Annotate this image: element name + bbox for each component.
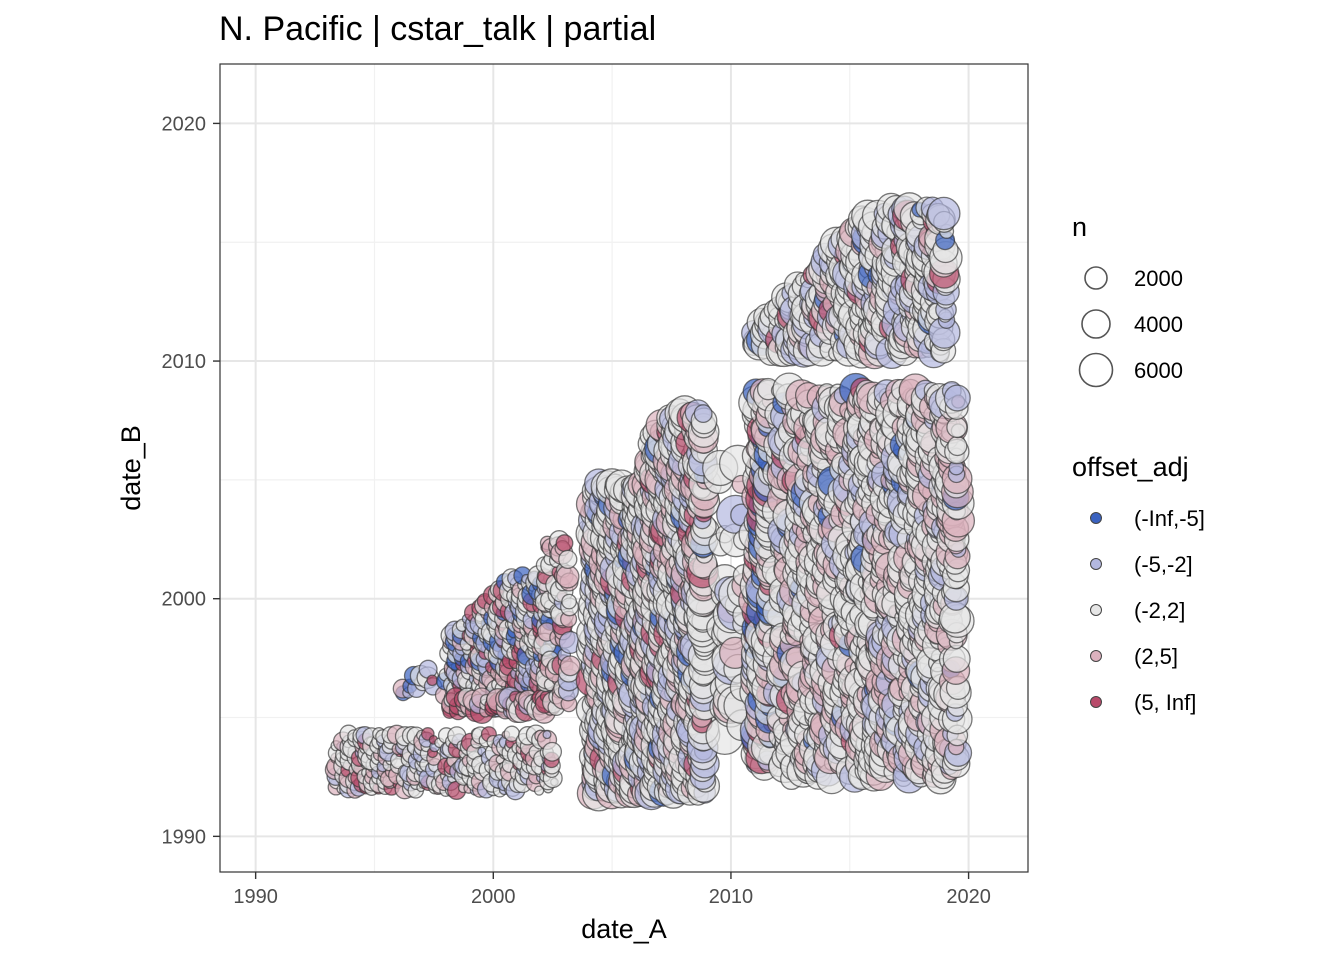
color-legend-label: (-5,-2] (1134, 552, 1193, 577)
color-legend-key (1090, 512, 1102, 524)
size-legend-entry: 2000 (1084, 266, 1183, 291)
color-legend-entry: (-2,2] (1090, 598, 1185, 623)
size-legend: n 2000 4000 6000 (1072, 212, 1183, 388)
y-tick-label: 2000 (162, 589, 207, 611)
major-grid (220, 64, 1028, 872)
size-legend-title: n (1072, 212, 1087, 242)
color-legend-label: (5, Inf] (1134, 690, 1196, 715)
plot-area (219, 63, 1029, 873)
data-point (561, 593, 577, 610)
size-legend-label: 6000 (1134, 358, 1183, 383)
color-legend-entry: (2,5] (1090, 644, 1178, 669)
data-points (324, 192, 976, 812)
y-axis-title: date_B (116, 425, 146, 511)
y-axis: 1990 2000 2010 2020 (162, 113, 220, 848)
data-point (693, 404, 713, 424)
data-point (542, 730, 552, 740)
color-legend: offset_adj (-Inf,-5] (-5,-2] (-2,2] (2,5… (1072, 452, 1205, 715)
color-legend-key (1090, 604, 1102, 616)
data-point (927, 196, 961, 231)
data-point (426, 674, 439, 687)
y-tick-label: 1990 (162, 826, 207, 848)
size-legend-entry: 4000 (1081, 309, 1183, 339)
color-legend-entry: (-Inf,-5] (1090, 506, 1205, 531)
size-legend-key (1081, 309, 1111, 339)
size-legend-key (1084, 266, 1108, 290)
size-legend-key (1078, 352, 1114, 388)
color-legend-key (1090, 650, 1102, 662)
color-legend-label: (-Inf,-5] (1134, 506, 1205, 531)
color-legend-key (1090, 696, 1102, 708)
data-point (542, 741, 563, 762)
size-legend-label: 4000 (1134, 312, 1183, 337)
x-axis: 1990 2000 2010 2020 (233, 872, 991, 908)
size-legend-entry: 6000 (1078, 352, 1183, 388)
color-legend-entry: (-5,-2] (1090, 552, 1193, 577)
data-point (946, 416, 968, 439)
color-legend-label: (2,5] (1134, 644, 1178, 669)
x-tick-label: 2010 (709, 886, 754, 908)
x-tick-label: 2000 (471, 886, 516, 908)
x-axis-title: date_A (581, 914, 667, 944)
data-point (558, 549, 578, 570)
data-point (943, 384, 971, 412)
chart-title: N. Pacific | cstar_talk | partial (219, 10, 656, 48)
x-tick-label: 2020 (946, 886, 991, 908)
data-point (947, 435, 968, 457)
y-tick-label: 2010 (162, 351, 207, 373)
color-legend-entry: (5, Inf] (1090, 690, 1196, 715)
data-point (555, 534, 574, 553)
y-tick-label: 2020 (162, 113, 207, 135)
color-legend-label: (-2,2] (1134, 598, 1185, 623)
x-tick-label: 1990 (233, 886, 278, 908)
color-legend-key (1090, 558, 1102, 570)
color-legend-title: offset_adj (1072, 452, 1189, 482)
size-legend-label: 2000 (1134, 266, 1183, 291)
data-point (942, 644, 971, 673)
data-point (559, 655, 581, 677)
